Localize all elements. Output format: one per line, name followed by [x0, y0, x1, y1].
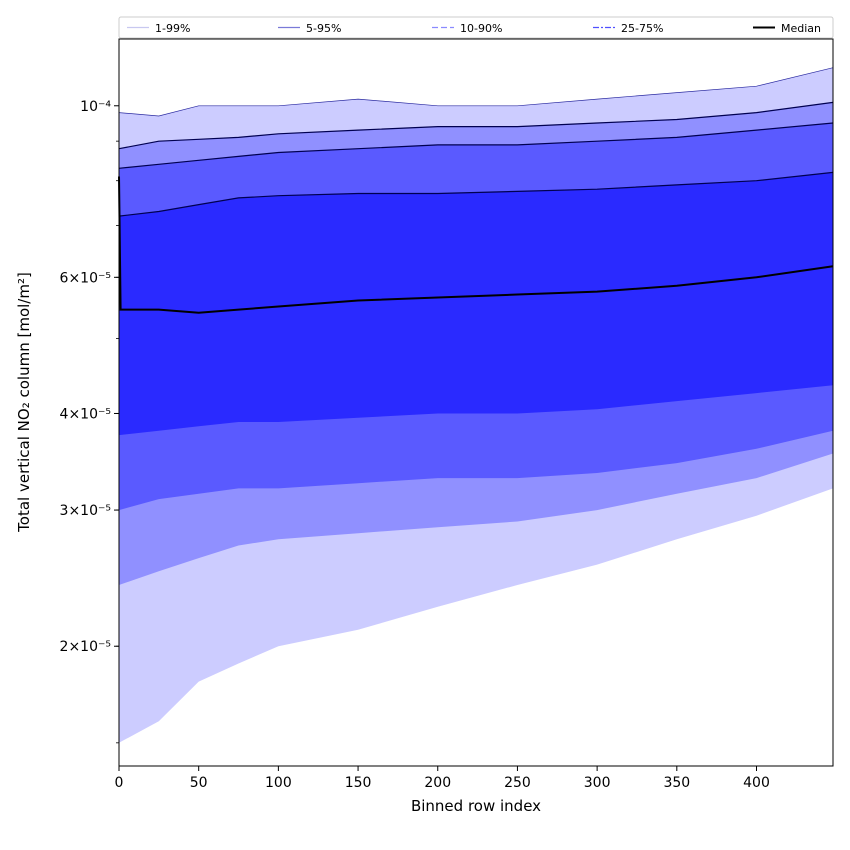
legend-label: 5-95% — [306, 22, 341, 35]
band-10-90-upper-edge — [118, 122, 834, 169]
bands-layer — [118, 67, 834, 743]
x-tick-label: 200 — [424, 775, 451, 791]
x-tick-label: 50 — [190, 775, 208, 791]
x-tick-label: 0 — [115, 775, 124, 791]
x-tick-label: 350 — [663, 775, 690, 791]
legend-label: Median — [781, 22, 821, 35]
y-tick-label: 2×10⁻⁵ — [60, 639, 111, 655]
band-1-99-upper-edge — [118, 67, 834, 117]
band-25-75-upper-edge — [118, 171, 834, 217]
median-layer — [118, 176, 834, 314]
y-tick-label: 6×10⁻⁵ — [60, 270, 111, 286]
median-line — [118, 176, 834, 314]
y-tick-label: 4×10⁻⁵ — [60, 406, 111, 422]
axes-layer: 0 50 100 150 200 250 300 350 400 2×10⁻⁵ 3×10⁻⁵ 4×10… — [60, 38, 834, 791]
x-tick-label: 250 — [504, 775, 531, 791]
legend: 1-99% 5-95% 10-90% 25-75% Median — [118, 16, 834, 39]
x-axis-label: Binned row index — [411, 797, 541, 815]
legend-label: 10-90% — [460, 22, 502, 35]
y-tick-label: 3×10⁻⁵ — [60, 503, 111, 519]
legend-label: 25-75% — [621, 22, 663, 35]
band-5-95-upper-edge — [118, 101, 834, 150]
band-25-75 — [119, 172, 833, 436]
legend-box — [118, 16, 834, 39]
x-tick-label: 100 — [265, 775, 292, 791]
plot-frame — [118, 38, 834, 767]
legend-label: 1-99% — [155, 22, 190, 35]
y-axis-label: Total vertical NO₂ column [mol/m²] — [15, 272, 33, 533]
x-tick-label: 150 — [345, 775, 372, 791]
x-tick-label: 300 — [584, 775, 611, 791]
y-tick-label: 10⁻⁴ — [80, 99, 111, 115]
x-tick-label: 400 — [743, 775, 770, 791]
